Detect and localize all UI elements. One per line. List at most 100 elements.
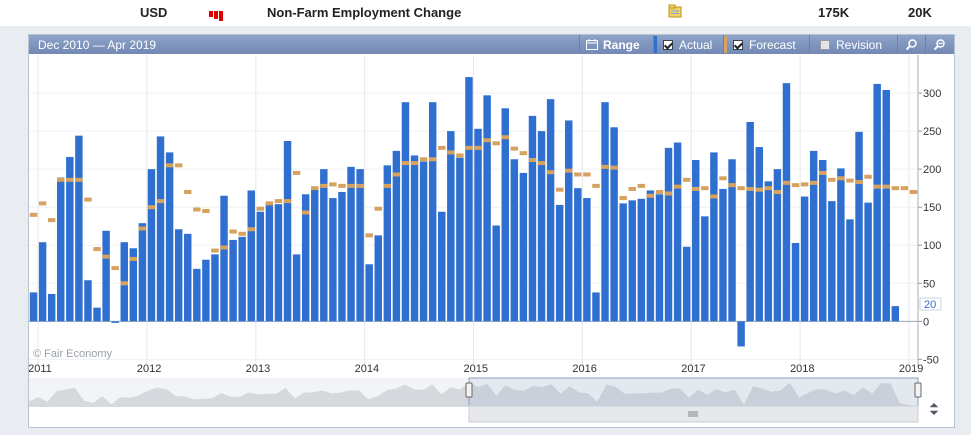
actual-bar[interactable] — [610, 127, 618, 322]
forecast-mark[interactable] — [474, 145, 482, 150]
forecast-mark[interactable] — [247, 227, 255, 232]
forecast-mark[interactable] — [655, 189, 664, 194]
actual-bar[interactable] — [311, 187, 319, 322]
range-button[interactable]: Range — [579, 35, 653, 54]
forecast-mark[interactable] — [909, 189, 918, 194]
actual-bar[interactable] — [891, 306, 900, 322]
forecast-mark[interactable] — [184, 189, 192, 194]
actual-bar[interactable] — [782, 83, 791, 322]
forecast-mark[interactable] — [682, 177, 691, 182]
actual-bar[interactable] — [755, 147, 763, 322]
actual-bar[interactable] — [719, 188, 727, 322]
actual-bar[interactable] — [519, 172, 528, 322]
actual-bar[interactable] — [882, 90, 890, 322]
forecast-mark[interactable] — [664, 191, 673, 196]
forecast-mark[interactable] — [29, 212, 38, 217]
actual-bar[interactable] — [47, 293, 56, 322]
actual-bar[interactable] — [537, 131, 546, 322]
actual-bar[interactable] — [655, 194, 664, 322]
actual-bar[interactable] — [601, 102, 609, 322]
actual-bar[interactable] — [193, 268, 201, 322]
actual-bar[interactable] — [184, 233, 192, 322]
zoom-out-button[interactable] — [925, 35, 954, 54]
actual-bar[interactable] — [583, 198, 591, 322]
forecast-mark[interactable] — [338, 183, 346, 188]
forecast-mark[interactable] — [47, 218, 56, 223]
actual-bar[interactable] — [93, 307, 101, 322]
actual-bar[interactable] — [329, 198, 337, 322]
forecast-mark[interactable] — [301, 210, 310, 215]
actual-bar[interactable] — [220, 195, 228, 322]
actual-bar[interactable] — [710, 152, 718, 322]
actual-bar[interactable] — [574, 188, 582, 322]
forecast-mark[interactable] — [410, 161, 419, 166]
actual-bar[interactable] — [864, 202, 872, 322]
forecast-mark[interactable] — [274, 199, 283, 204]
actual-bar[interactable] — [628, 200, 636, 322]
actual-bar[interactable] — [483, 95, 491, 322]
actual-bar[interactable] — [546, 99, 555, 322]
actual-bar[interactable] — [165, 152, 174, 322]
forecast-mark[interactable] — [900, 186, 909, 191]
forecast-mark[interactable] — [746, 186, 754, 191]
forecast-mark[interactable] — [428, 157, 437, 162]
forecast-mark[interactable] — [791, 183, 800, 188]
actual-toggle[interactable]: Actual — [653, 35, 723, 54]
forecast-checkbox[interactable] — [733, 39, 743, 50]
actual-bar[interactable] — [673, 142, 682, 322]
forecast-mark[interactable] — [673, 184, 682, 189]
event-row[interactable]: USD Non-Farm Employment Change 175K 20K — [0, 0, 971, 26]
forecast-mark[interactable] — [873, 184, 881, 189]
actual-bar[interactable] — [565, 120, 573, 322]
forecast-mark[interactable] — [583, 172, 591, 177]
forecast-mark[interactable] — [755, 187, 763, 192]
forecast-mark[interactable] — [837, 176, 845, 181]
actual-bar[interactable] — [374, 235, 382, 322]
forecast-mark[interactable] — [356, 183, 364, 188]
forecast-mark[interactable] — [211, 248, 219, 253]
forecast-mark[interactable] — [347, 183, 355, 188]
forecast-mark[interactable] — [519, 151, 528, 156]
forecast-mark[interactable] — [84, 197, 92, 202]
forecast-mark[interactable] — [383, 183, 392, 188]
forecast-mark[interactable] — [202, 209, 210, 213]
forecast-mark[interactable] — [555, 187, 564, 192]
detail-folder-icon[interactable] — [668, 4, 682, 18]
actual-bar[interactable] — [474, 128, 482, 322]
forecast-mark[interactable] — [819, 170, 827, 175]
forecast-mark[interactable] — [138, 226, 147, 231]
actual-bar[interactable] — [338, 191, 346, 322]
forecast-mark[interactable] — [828, 177, 836, 182]
forecast-mark[interactable] — [719, 176, 727, 181]
forecast-mark[interactable] — [75, 177, 83, 182]
actual-bar[interactable] — [510, 159, 519, 322]
forecast-mark[interactable] — [728, 183, 736, 188]
forecast-mark[interactable] — [238, 231, 246, 236]
forecast-mark[interactable] — [265, 201, 274, 206]
actual-bar[interactable] — [401, 102, 410, 322]
actual-bar[interactable] — [147, 169, 156, 322]
actual-bar[interactable] — [637, 198, 646, 322]
actual-bar[interactable] — [156, 136, 165, 322]
actual-bar[interactable] — [84, 280, 92, 322]
actual-bar[interactable] — [75, 135, 83, 322]
forecast-mark[interactable] — [882, 184, 890, 189]
forecast-mark[interactable] — [855, 180, 863, 185]
actual-bar[interactable] — [29, 292, 38, 322]
navigator-handle[interactable] — [914, 382, 922, 398]
actual-bar[interactable] — [247, 190, 255, 322]
actual-bar[interactable] — [800, 196, 809, 322]
navigator-handle[interactable] — [465, 382, 473, 398]
actual-bar[interactable] — [256, 211, 265, 322]
actual-bar[interactable] — [347, 166, 355, 322]
actual-bar[interactable] — [855, 131, 863, 322]
forecast-mark[interactable] — [601, 164, 609, 169]
actual-bar[interactable] — [383, 165, 392, 322]
actual-bar[interactable] — [138, 223, 147, 322]
forecast-mark[interactable] — [809, 180, 818, 185]
forecast-mark[interactable] — [619, 196, 627, 201]
actual-bar[interactable] — [646, 190, 655, 322]
forecast-mark[interactable] — [501, 135, 509, 140]
actual-bar[interactable] — [873, 83, 881, 322]
actual-bar[interactable] — [356, 169, 364, 322]
